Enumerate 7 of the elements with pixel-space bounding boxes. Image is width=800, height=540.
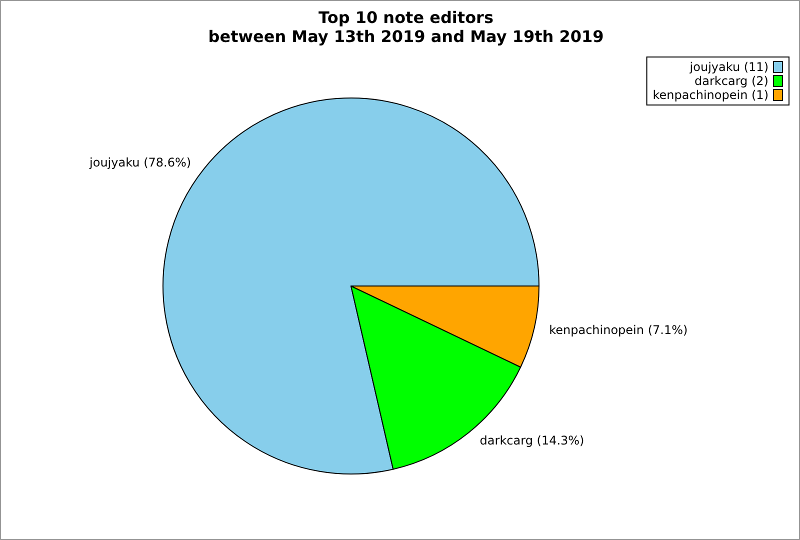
chart-title: Top 10 note editors between May 13th 2019 and May 19th 2019 [208,8,604,46]
legend-label: joujyaku (11) [688,60,768,74]
data-label: darkcarg (14.3%) [480,434,584,448]
legend-label: kenpachinopein (1) [652,88,768,102]
legend-label: darkcarg (2) [694,74,768,88]
data-label: kenpachinopein (7.1%) [549,322,688,337]
data-label: joujyaku (78.6%) [88,156,192,170]
